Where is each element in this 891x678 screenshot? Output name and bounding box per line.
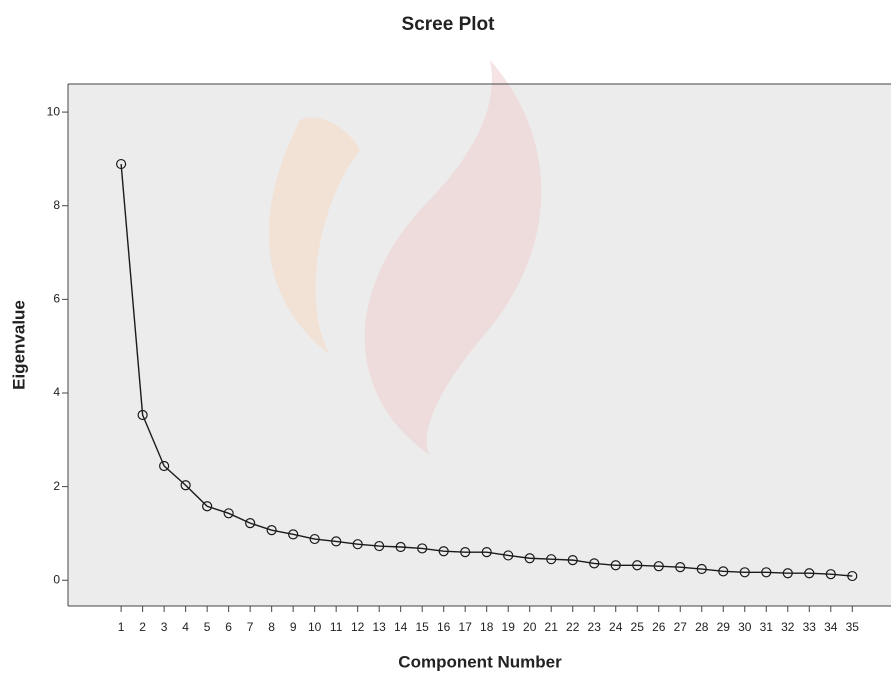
x-tick-label: 9 xyxy=(290,620,297,634)
x-tick-label: 29 xyxy=(717,620,731,634)
x-tick-label: 2 xyxy=(139,620,146,634)
x-tick-label: 15 xyxy=(416,620,430,634)
x-tick-label: 7 xyxy=(247,620,254,634)
x-tick-label: 27 xyxy=(674,620,688,634)
y-tick-label: 0 xyxy=(53,572,60,586)
chart-title: Scree Plot xyxy=(402,14,496,35)
y-tick-label: 4 xyxy=(53,385,60,399)
chart: Scree Plot Component Number Eigenvalue 0… xyxy=(0,0,891,678)
x-tick-label: 13 xyxy=(372,620,386,634)
x-tick-label: 4 xyxy=(182,620,189,634)
y-tick-label: 10 xyxy=(47,104,61,118)
x-tick-label: 14 xyxy=(394,620,408,634)
x-tick-label: 19 xyxy=(502,620,516,634)
x-tick-label: 3 xyxy=(161,620,168,634)
x-tick-label: 28 xyxy=(695,620,709,634)
x-tick-label: 21 xyxy=(545,620,559,634)
x-tick-label: 35 xyxy=(846,620,860,634)
x-tick-label: 17 xyxy=(459,620,473,634)
x-tick-label: 24 xyxy=(609,620,623,634)
x-tick-label: 33 xyxy=(803,620,817,634)
x-tick-label: 25 xyxy=(631,620,645,634)
y-tick-label: 6 xyxy=(53,292,60,306)
x-tick-label: 5 xyxy=(204,620,211,634)
x-tick-label: 34 xyxy=(824,620,838,634)
x-tick-label: 30 xyxy=(738,620,752,634)
x-tick-label: 23 xyxy=(588,620,602,634)
x-tick-label: 1 xyxy=(118,620,125,634)
x-tick-label: 26 xyxy=(652,620,666,634)
y-tick-label: 2 xyxy=(53,479,60,493)
x-tick-label: 10 xyxy=(308,620,322,634)
x-tick-label: 31 xyxy=(760,620,774,634)
x-tick-label: 32 xyxy=(781,620,795,634)
page: {"chart_data": {"type": "line", "title":… xyxy=(0,0,891,678)
x-tick-label: 11 xyxy=(330,620,343,634)
x-tick-label: 6 xyxy=(225,620,232,634)
x-axis-title: Component Number xyxy=(398,652,562,671)
x-tick-label: 16 xyxy=(437,620,451,634)
x-tick-label: 20 xyxy=(523,620,537,634)
x-tick-label: 8 xyxy=(268,620,275,634)
y-tick-label: 8 xyxy=(53,198,60,212)
x-tick-label: 18 xyxy=(480,620,494,634)
x-tick-label: 12 xyxy=(351,620,365,634)
y-axis-title: Eigenvalue xyxy=(9,300,28,390)
x-tick-label: 22 xyxy=(566,620,580,634)
